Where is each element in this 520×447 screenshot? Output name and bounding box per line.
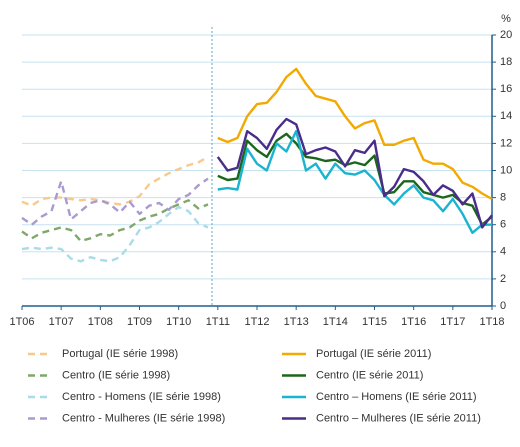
y-tick-label: 4: [500, 246, 506, 258]
x-tick-label: 1T09: [127, 316, 152, 328]
series-line: [217, 132, 493, 226]
y-tick-label: 10: [500, 164, 512, 176]
series-line: [21, 199, 209, 243]
y-tick-label: 0: [500, 300, 506, 312]
x-tick-label: 1T17: [440, 316, 465, 328]
y-tick-label: 20: [500, 29, 512, 41]
series-line: [216, 117, 493, 229]
y-tick-label: 16: [500, 83, 512, 95]
legend-label: Centro (IE série 1998): [62, 369, 170, 381]
x-tick-label: 1T14: [323, 316, 348, 328]
x-tick-label: 1T08: [88, 316, 113, 328]
y-tick-label: 12: [500, 137, 512, 149]
legend-label: Centro - Mulheres (IE série 1998): [62, 412, 225, 424]
x-tick-label: 1T13: [284, 316, 309, 328]
legend-label: Portugal (IE série 1998): [62, 348, 178, 360]
y-unit: %: [501, 13, 511, 25]
y-tick-label: 2: [500, 273, 506, 285]
legend-label: Centro – Mulheres (IE série 2011): [316, 412, 481, 424]
x-tick-label: 1T07: [49, 316, 74, 328]
x-tick-label: 1T18: [479, 316, 504, 328]
x-tick-label: 1T11: [206, 316, 230, 328]
series-line: [21, 205, 209, 263]
y-tick-label: 14: [500, 110, 512, 122]
series-line: [217, 67, 493, 201]
series-line: [217, 130, 492, 234]
x-tick-label: 1T15: [362, 316, 387, 328]
legend-label: Centro - Homens (IE série 1998): [62, 391, 221, 403]
legend-label: Centro (IE série 2011): [316, 369, 423, 381]
y-tick-label: 6: [500, 219, 506, 231]
x-tick-label: 1T12: [244, 316, 269, 328]
y-tick-label: 18: [500, 56, 512, 68]
x-tick-label: 1T16: [401, 316, 426, 328]
x-tick-label: 1T06: [9, 316, 34, 328]
legend-label: Portugal (IE série 2011): [316, 348, 431, 360]
y-tick-label: 8: [500, 192, 506, 204]
legend-label: Centro – Homens (IE série 2011): [316, 391, 477, 403]
series-line: [21, 177, 209, 226]
series-line: [21, 155, 209, 207]
x-tick-label: 1T10: [166, 316, 191, 328]
